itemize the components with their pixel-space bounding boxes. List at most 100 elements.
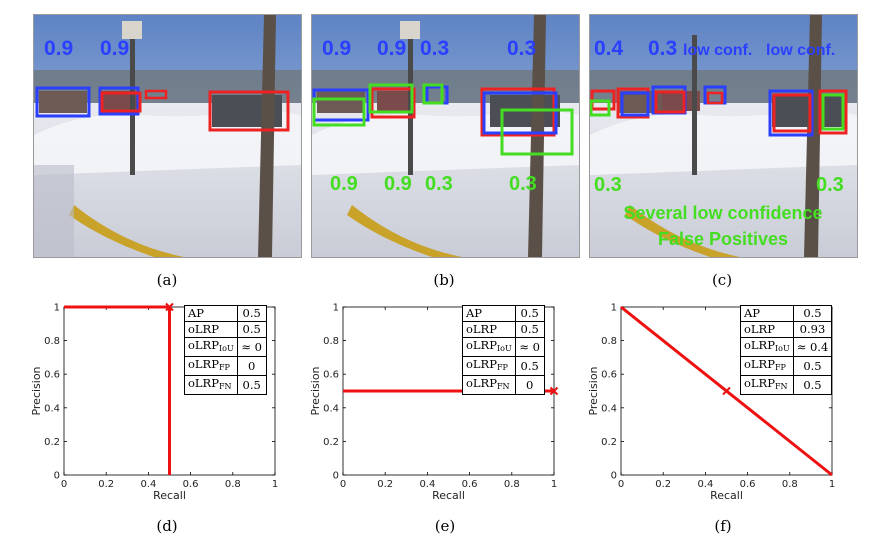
caption-f: (f) bbox=[714, 517, 732, 535]
metric-row: oLRPFN 0.5 bbox=[184, 375, 267, 395]
caption-e: (e) bbox=[434, 517, 456, 535]
x-tick-label: 0.4 bbox=[140, 479, 156, 490]
metric-subscript: IoU bbox=[218, 344, 234, 353]
metric-name-text: oLRP bbox=[466, 376, 497, 390]
y-tick-label: 0.2 bbox=[323, 437, 339, 448]
metric-name: oLRP bbox=[740, 321, 794, 338]
y-tick-label: 1 bbox=[611, 303, 617, 314]
x-tick-label: 0 bbox=[340, 479, 346, 490]
metric-value: 0.5 bbox=[514, 305, 545, 322]
x-tick-label: 1 bbox=[272, 479, 278, 490]
snow-scene-image-b: 0.9 0.9 0.3 0.3 0.9 0.9 0.3 0.3 bbox=[312, 15, 579, 257]
metric-name-text: oLRP bbox=[188, 338, 219, 352]
y-tick-label: 0 bbox=[333, 471, 339, 482]
metric-subscript: FP bbox=[218, 363, 230, 372]
metric-value: 0.5 bbox=[236, 321, 267, 338]
metric-name: AP bbox=[740, 305, 794, 322]
y-tick-label: 1 bbox=[54, 303, 60, 314]
y-tick-label: 0.4 bbox=[601, 403, 617, 414]
lrp-optimal-marker bbox=[722, 386, 731, 396]
y-tick-label: 0.6 bbox=[323, 370, 339, 381]
confidence-label: 0.9 bbox=[330, 173, 358, 195]
snow-scene-image-c: 0.4 0.3 low conf. low conf. 0.3 0.3 Seve… bbox=[590, 15, 857, 257]
metric-value: ≈ 0.4 bbox=[792, 337, 833, 357]
x-axis-label: Recall bbox=[710, 489, 743, 502]
metric-name: oLRPIoU bbox=[462, 337, 516, 357]
y-tick-label: 0.8 bbox=[44, 336, 60, 347]
confidence-label: 0.3 bbox=[509, 173, 537, 195]
metric-name-text: oLRP bbox=[744, 322, 775, 336]
metric-name: oLRP bbox=[184, 321, 238, 338]
metric-row: oLRPFP 0.5 bbox=[740, 356, 833, 376]
metric-row: oLRPFP 0.5 bbox=[462, 356, 545, 376]
metric-name-text: AP bbox=[744, 306, 761, 320]
x-tick-label: 0.8 bbox=[504, 479, 520, 490]
y-axis-label: Precision bbox=[30, 366, 43, 415]
x-tick-label: 0.4 bbox=[697, 479, 713, 490]
x-tick-label: 0.8 bbox=[782, 479, 798, 490]
metric-name: oLRPFN bbox=[740, 375, 794, 395]
metric-value: 0.93 bbox=[792, 321, 833, 338]
metric-row: oLRPFN 0 bbox=[462, 375, 545, 395]
x-tick-label: 1 bbox=[551, 479, 557, 490]
y-tick-label: 0.4 bbox=[323, 403, 339, 414]
metric-subscript: IoU bbox=[496, 344, 512, 353]
metrics-table-f: AP 0.5 oLRP 0.93 oLRPIoU ≈ 0.4 oLRPFP 0.5 oLRPFN… bbox=[740, 305, 833, 395]
metrics-table-d: AP 0.5 oLRP 0.5 oLRPIoU ≈ 0 oLRPFP 0 oLRPFN 0.5 bbox=[184, 305, 267, 395]
metric-row: oLRPIoU ≈ 0.4 bbox=[740, 337, 833, 357]
metric-value: 0.5 bbox=[514, 356, 545, 376]
y-tick-label: 0 bbox=[611, 471, 617, 482]
y-tick-label: 0.6 bbox=[44, 370, 60, 381]
lrp-optimal-marker bbox=[165, 302, 174, 312]
false-positive-note: False Positives bbox=[658, 229, 788, 249]
photo-panel-b: 0.9 0.9 0.3 0.3 0.9 0.9 0.3 0.3 bbox=[311, 14, 580, 258]
metric-name-text: oLRP bbox=[744, 338, 775, 352]
pr-chart-e: 0 0.2 0.4 0.6 0.8 1 0 0.2 0.4 0.6 0.8 1 Recall Precis… bbox=[309, 303, 559, 502]
confidence-label: 0.9 bbox=[377, 37, 406, 60]
metric-row: oLRPFN 0.5 bbox=[740, 375, 833, 395]
photo-panel-c: 0.4 0.3 low conf. low conf. 0.3 0.3 Seve… bbox=[589, 14, 858, 258]
metric-value: 0 bbox=[236, 356, 267, 376]
metric-row: AP 0.5 bbox=[462, 305, 545, 322]
metric-value: ≈ 0 bbox=[514, 337, 545, 357]
metric-name-text: oLRP bbox=[466, 338, 497, 352]
metric-subscript: IoU bbox=[774, 344, 790, 353]
confidence-label: 0.3 bbox=[648, 37, 677, 60]
x-tick-label: 0.6 bbox=[462, 479, 478, 490]
metric-row: oLRP 0.93 bbox=[740, 321, 833, 338]
x-tick-label: 0.2 bbox=[377, 479, 393, 490]
metric-name: oLRPFN bbox=[462, 375, 516, 395]
metrics-table-e: AP 0.5 oLRP 0.5 oLRPIoU ≈ 0 oLRPFP 0.5 oLRPFN 0 bbox=[462, 305, 545, 395]
confidence-label: 0.9 bbox=[44, 37, 73, 60]
y-axis-label: Precision bbox=[309, 366, 322, 415]
metric-name: oLRPFP bbox=[462, 356, 516, 376]
x-tick-label: 0.6 bbox=[183, 479, 199, 490]
y-tick-label: 0.6 bbox=[601, 370, 617, 381]
x-tick-label: 0.2 bbox=[655, 479, 671, 490]
metric-name-text: AP bbox=[188, 306, 205, 320]
confidence-label: 0.3 bbox=[507, 37, 536, 60]
metric-value: 0.5 bbox=[792, 305, 833, 322]
confidence-label: 0.4 bbox=[594, 37, 624, 60]
metric-name: oLRP bbox=[462, 321, 516, 338]
false-positive-note: Several low confidence bbox=[623, 203, 822, 223]
confidence-label: 0.9 bbox=[322, 37, 351, 60]
y-tick-label: 0 bbox=[54, 471, 60, 482]
metric-name: oLRPIoU bbox=[184, 337, 238, 357]
metric-subscript: FP bbox=[496, 363, 508, 372]
confidence-label: 0.3 bbox=[816, 174, 844, 196]
confidence-label: 0.9 bbox=[384, 173, 412, 195]
caption-d: (d) bbox=[156, 517, 178, 535]
caption-b: (b) bbox=[433, 271, 455, 289]
metric-row: oLRP 0.5 bbox=[184, 321, 267, 338]
metric-value: 0.5 bbox=[792, 356, 833, 376]
y-tick-label: 0.4 bbox=[44, 403, 60, 414]
metric-subscript: FN bbox=[496, 382, 510, 391]
metric-name-text: oLRP bbox=[188, 357, 219, 371]
pr-curve-line bbox=[64, 305, 171, 475]
x-tick-label: 1 bbox=[829, 479, 835, 490]
x-tick-label: 0 bbox=[618, 479, 624, 490]
metric-row: AP 0.5 bbox=[740, 305, 833, 322]
metric-value: 0.5 bbox=[514, 321, 545, 338]
x-tick-label: 0.8 bbox=[225, 479, 241, 490]
